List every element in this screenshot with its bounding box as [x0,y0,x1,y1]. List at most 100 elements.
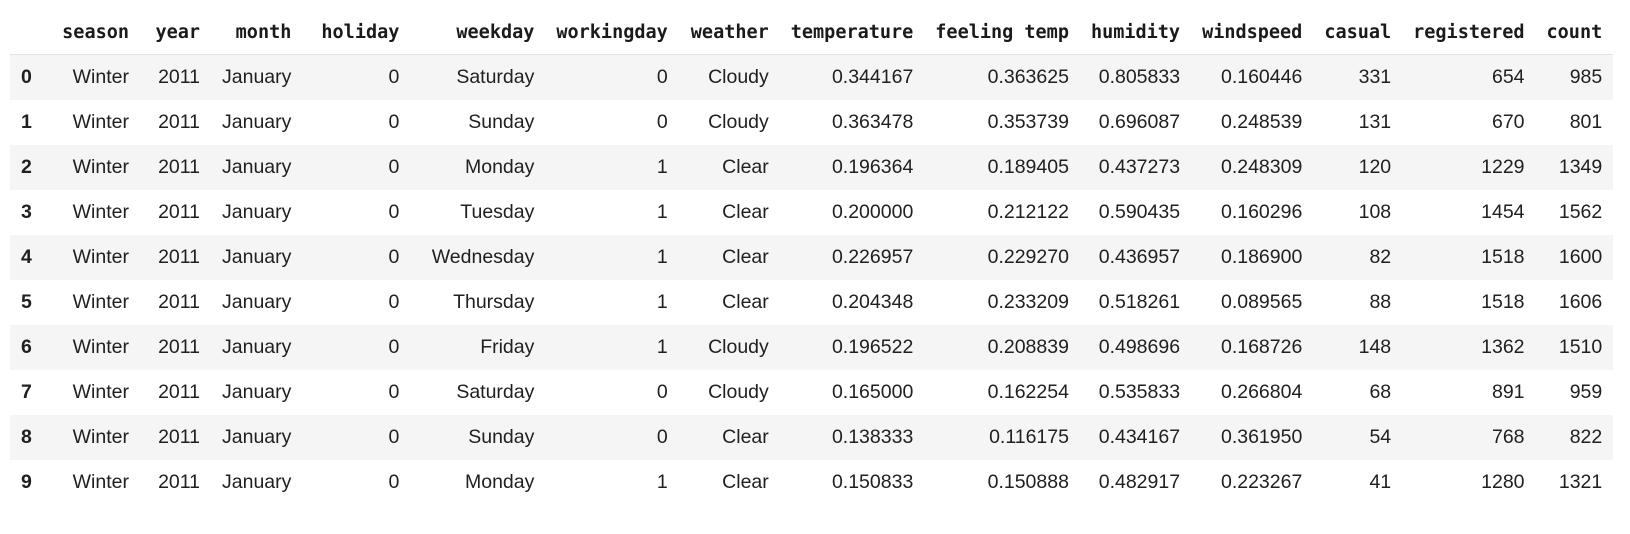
cell-holiday: 0 [388,426,400,448]
dataframe-output: season year month holiday weekday workingday w… [10,10,1614,505]
cell-holiday: 0 [388,471,400,493]
header-row: season year month holiday weekday workingday w… [10,10,1614,55]
cell-month: January [222,66,292,88]
cell-feeling-temp: 0.229270 [987,246,1069,268]
cell-feeling-temp: 0.162254 [987,381,1069,403]
cell-workingday: 1 [656,246,668,268]
cell-registered: 1362 [1481,336,1525,358]
cell-registered: 1454 [1481,201,1525,223]
cell-month: January [222,381,292,403]
cell-windspeed: 0.223267 [1220,471,1303,493]
cell-weekday: Thursday [453,291,535,313]
cell-count: 1606 [1558,291,1603,313]
table-row: 1 Winter 2011 January 0 Sunday 0 Cloudy 0.363478… [10,100,1614,145]
cell-registered: 891 [1491,381,1525,403]
table-header: season year month holiday weekday workingday w… [10,10,1614,55]
cell-workingday: 0 [656,381,668,403]
cell-casual: 68 [1369,381,1392,403]
cell-workingday: 0 [656,111,668,133]
cell-temperature: 0.204348 [831,291,914,313]
row-index: 6 [21,336,32,358]
column-header-month: month [211,10,303,55]
cell-temperature: 0.196364 [831,156,914,178]
cell-workingday: 0 [656,426,668,448]
cell-workingday: 1 [656,471,668,493]
table-row: 0 Winter 2011 January 0 Saturday 0 Cloudy 0.3441… [10,54,1614,100]
cell-weather: Cloudy [708,111,769,133]
column-header-feeling-temp: feeling temp [924,10,1080,55]
cell-year: 2011 [158,156,200,178]
cell-year: 2011 [158,246,200,268]
cell-count: 985 [1569,66,1603,88]
cell-windspeed: 0.186900 [1220,246,1303,268]
cell-holiday: 0 [388,291,400,313]
cell-workingday: 1 [656,201,668,223]
cell-holiday: 0 [388,381,400,403]
cell-season: Winter [72,471,129,493]
cell-feeling-temp: 0.212122 [987,201,1069,223]
cell-workingday: 1 [656,291,668,313]
cell-windspeed: 0.361950 [1220,426,1303,448]
column-header-temperature: temperature [779,10,925,55]
cell-registered: 1518 [1481,291,1525,313]
cell-month: January [222,246,292,268]
cell-temperature: 0.200000 [831,201,914,223]
cell-weather: Clear [722,156,769,178]
cell-month: January [222,426,292,448]
cell-weekday: Monday [465,156,535,178]
column-header-holiday: holiday [302,10,411,55]
cell-humidity: 0.434167 [1098,426,1181,448]
cell-casual: 108 [1358,201,1392,223]
cell-season: Winter [72,291,129,313]
cell-season: Winter [72,111,129,133]
cell-humidity: 0.590435 [1098,201,1181,223]
cell-casual: 331 [1358,66,1392,88]
cell-year: 2011 [158,291,200,313]
cell-season: Winter [72,426,129,448]
column-header-workingday: workingday [545,10,679,55]
column-header-windspeed: windspeed [1191,10,1314,55]
cell-registered: 1518 [1481,246,1525,268]
cell-count: 1321 [1558,471,1603,493]
cell-casual: 88 [1369,291,1392,313]
cell-season: Winter [72,156,129,178]
cell-weekday: Sunday [468,111,535,133]
row-index: 4 [21,246,32,268]
cell-weather: Clear [722,291,769,313]
cell-workingday: 1 [656,336,668,358]
cell-month: January [222,201,292,223]
row-index: 1 [21,111,32,133]
cell-weather: Clear [722,471,769,493]
cell-weekday: Wednesday [431,246,535,268]
cell-windspeed: 0.248539 [1220,111,1303,133]
cell-year: 2011 [158,201,200,223]
cell-month: January [222,291,292,313]
row-index: 3 [21,201,32,223]
cell-year: 2011 [158,111,200,133]
cell-weekday: Saturday [456,381,535,403]
cell-workingday: 1 [656,156,668,178]
cell-weather: Clear [722,246,769,268]
cell-season: Winter [72,336,129,358]
cell-weekday: Friday [480,336,535,358]
cell-temperature: 0.344167 [831,66,914,88]
cell-registered: 670 [1491,111,1525,133]
row-index: 2 [21,156,32,178]
row-index: 0 [21,66,32,88]
row-index: 5 [21,291,32,313]
cell-weekday: Monday [465,471,535,493]
column-header-weekday: weekday [410,10,546,55]
column-header-registered: registered [1402,10,1536,55]
cell-feeling-temp: 0.208839 [987,336,1069,358]
table-row: 8 Winter 2011 January 0 Sunday 0 Clear 0.138333 0… [10,415,1614,460]
cell-holiday: 0 [388,336,400,358]
table-row: 6 Winter 2011 January 0 Friday 1 Cloudy 0.196522… [10,325,1614,370]
cell-holiday: 0 [388,246,400,268]
column-header-weather: weather [678,10,780,55]
row-index: 8 [21,426,32,448]
cell-count: 801 [1569,111,1603,133]
table-row: 9 Winter 2011 January 0 Monday 1 Clear 0.150833 0… [10,460,1614,505]
table-row: 4 Winter 2011 January 0 Wednesday 1 Clear 0.2269… [10,235,1614,280]
cell-month: January [222,471,292,493]
cell-season: Winter [72,246,129,268]
